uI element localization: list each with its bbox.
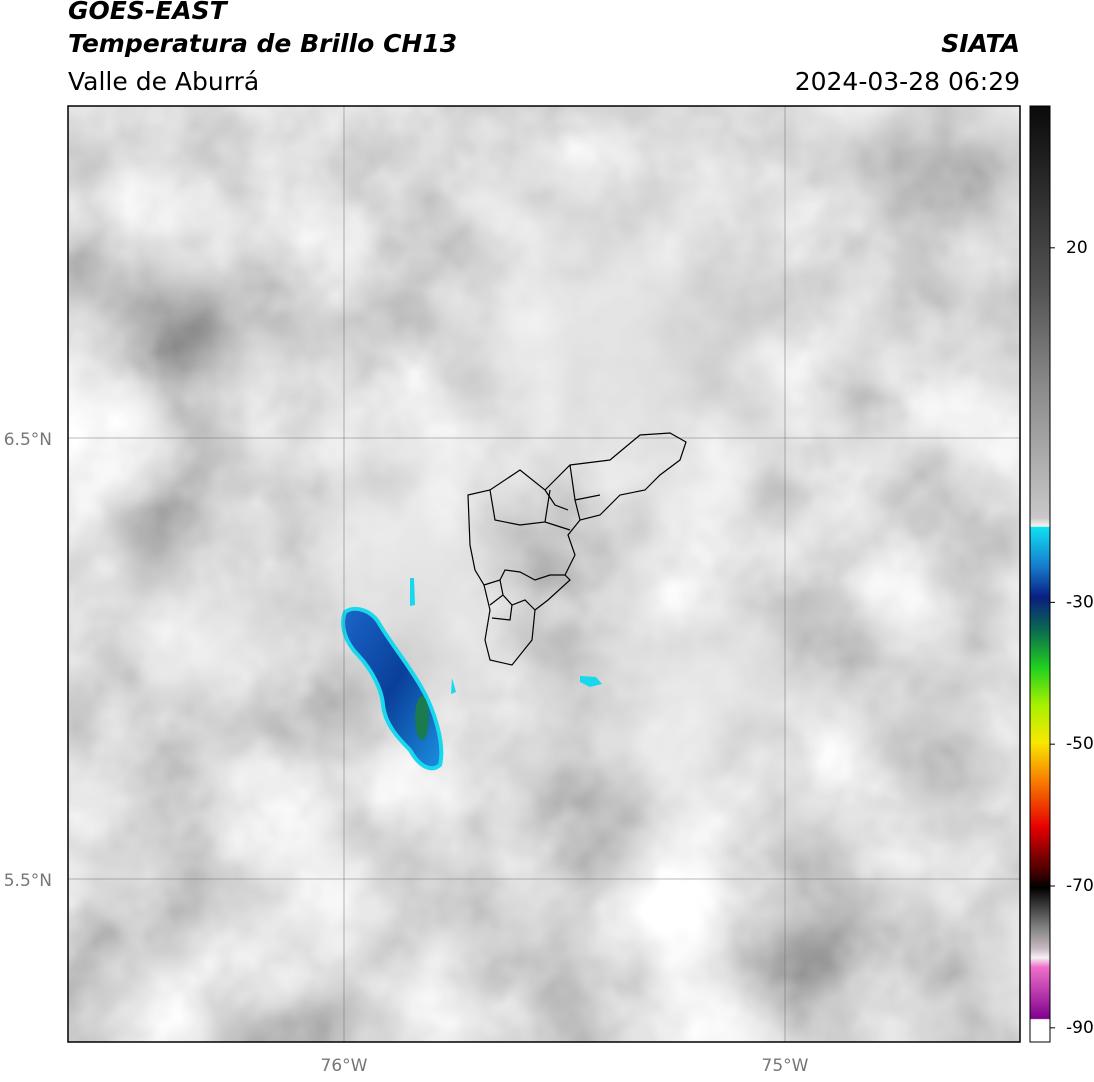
colorbar	[1029, 105, 1051, 1043]
datetime-label: 2024-03-28 06:29	[795, 67, 1020, 96]
map-frame	[67, 105, 1021, 1043]
lat-label: 5.5°N	[4, 871, 52, 891]
lon-label: 75°W	[762, 1056, 809, 1076]
map-image	[68, 106, 1020, 1042]
lon-label: 76°W	[321, 1056, 368, 1076]
colorbar-tick-label: -50	[1066, 734, 1094, 754]
colorbar-tick-label: -70	[1066, 876, 1094, 896]
lat-label: 6.5°N	[4, 430, 52, 450]
product-title: Temperatura de Brillo CH13	[68, 29, 457, 58]
region-label: Valle de Aburrá	[68, 67, 259, 96]
colorbar-tick-label: 20	[1066, 238, 1088, 258]
agency-label: SIATA	[941, 29, 1020, 58]
colorbar-tick-label: -90	[1066, 1018, 1094, 1038]
source-title: GOES-EAST	[68, 0, 229, 25]
colorbar-tick-label: -30	[1066, 592, 1094, 612]
